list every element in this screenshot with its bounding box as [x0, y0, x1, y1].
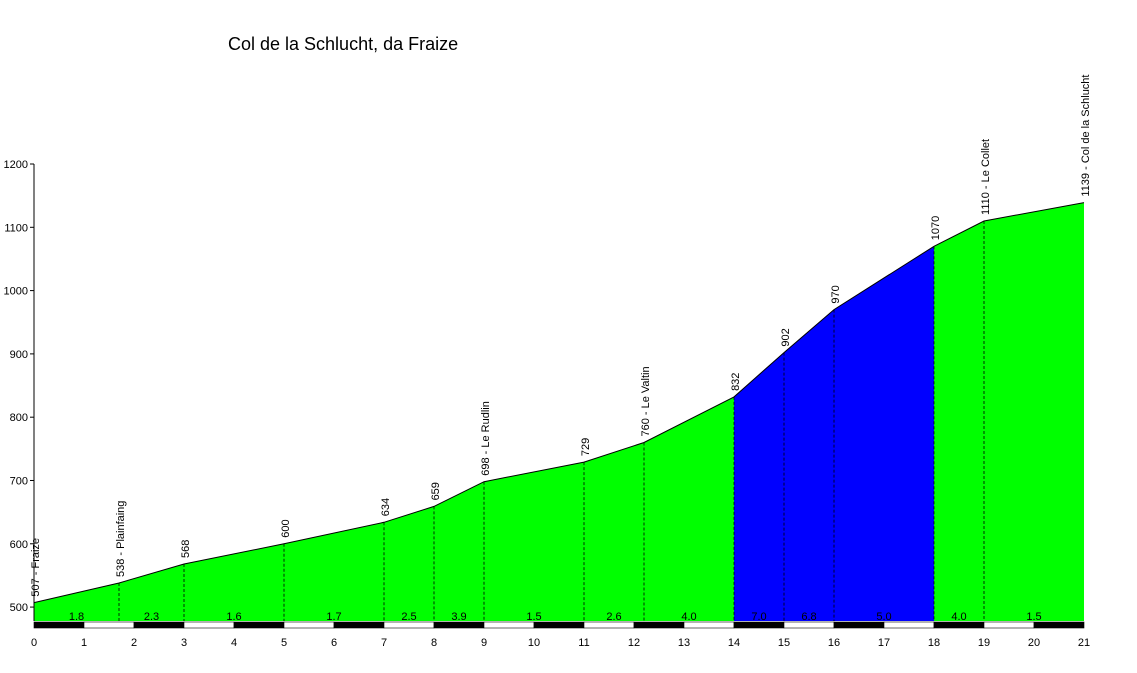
point-label-14: 1139 - Col de la Schlucht — [1080, 75, 1092, 197]
gradient-label-9: 7.0 — [751, 611, 766, 623]
x-tick-label-9: 9 — [481, 637, 487, 649]
gradient-label-8: 4.0 — [681, 611, 696, 623]
km-bar-8 — [433, 621, 485, 629]
point-label-2: 568 — [180, 540, 192, 558]
gradient-label-10: 6.8 — [801, 611, 816, 623]
km-bar-13 — [683, 621, 735, 629]
gradient-label-2: 1.6 — [226, 611, 241, 623]
km-bar-4 — [233, 621, 285, 629]
segment-area-9 — [734, 352, 784, 621]
point-label-0: 507 - Fraize — [30, 538, 42, 597]
x-tick-label-4: 4 — [231, 637, 237, 649]
segment-area-5 — [434, 481, 484, 621]
km-bar-7 — [383, 621, 435, 629]
x-tick-label-20: 20 — [1028, 637, 1040, 649]
x-tick-label-18: 18 — [928, 637, 940, 649]
km-bar-2 — [133, 621, 185, 629]
x-tick-label-11: 11 — [578, 637, 589, 649]
gradient-label-4: 2.5 — [401, 611, 416, 623]
km-bar-6 — [333, 621, 385, 629]
km-bar-10 — [533, 621, 585, 629]
km-bar-3 — [183, 621, 235, 629]
chart-title: Col de la Schlucht, da Fraize — [228, 34, 459, 54]
point-label-10: 902 — [780, 328, 792, 346]
gradient-label-3: 1.7 — [326, 611, 341, 623]
segment-area-2 — [184, 543, 284, 621]
km-bar-5 — [283, 621, 335, 629]
x-tick-label-21: 21 — [1078, 637, 1090, 649]
segment-area-6 — [484, 462, 584, 621]
km-bar-0 — [33, 621, 85, 629]
gradient-label-13: 1.5 — [1026, 611, 1041, 623]
gradient-label-11: 5.0 — [876, 611, 891, 623]
x-tick-label-12: 12 — [628, 637, 640, 649]
segment-area-13 — [984, 202, 1084, 621]
km-bar-12 — [633, 621, 685, 629]
x-tick-label-5: 5 — [281, 637, 287, 649]
km-bar-9 — [483, 621, 535, 629]
point-label-11: 970 — [830, 285, 842, 303]
y-tick-label-700: 700 — [10, 475, 28, 487]
y-tick-label-1000: 1000 — [4, 286, 28, 298]
km-bar-16 — [833, 621, 885, 629]
profile-line — [33, 202, 1085, 604]
y-tick-label-1200: 1200 — [4, 159, 28, 171]
km-bar-18 — [933, 621, 985, 629]
y-tick-label-800: 800 — [10, 412, 28, 424]
point-label-1: 538 - Plainfaing — [115, 501, 127, 577]
km-bar-15 — [783, 621, 835, 629]
km-bar-1 — [83, 621, 135, 629]
x-tick-label-2: 2 — [131, 637, 137, 649]
x-tick-label-19: 19 — [978, 637, 990, 649]
y-tick-label-600: 600 — [10, 539, 28, 551]
segment-area-10 — [784, 309, 834, 621]
km-bar-14 — [733, 621, 785, 629]
gradient-label-7: 2.6 — [606, 611, 621, 623]
gradient-label-1: 2.3 — [144, 611, 159, 623]
x-tick-label-13: 13 — [678, 637, 690, 649]
y-tick-label-900: 900 — [10, 349, 28, 361]
point-label-6: 698 - Le Rudlin — [480, 401, 492, 476]
gradient-label-0: 1.8 — [69, 611, 84, 623]
km-bar-11 — [583, 621, 635, 629]
y-tick-label-1100: 1100 — [4, 222, 28, 234]
x-tick-label-10: 10 — [528, 637, 540, 649]
point-label-5: 659 — [430, 482, 442, 500]
point-label-4: 634 — [380, 498, 392, 516]
x-tick-label-17: 17 — [878, 637, 890, 649]
x-tick-label-15: 15 — [778, 637, 790, 649]
segment-area-7 — [584, 442, 644, 621]
x-tick-label-14: 14 — [728, 637, 740, 649]
x-tick-label-6: 6 — [331, 637, 337, 649]
point-label-13: 1110 - Le Collet — [980, 139, 992, 215]
segment-area-0 — [34, 583, 119, 621]
x-tick-label-0: 0 — [31, 637, 37, 649]
segment-area-3 — [284, 522, 384, 621]
x-tick-label-8: 8 — [431, 637, 437, 649]
gradient-label-5: 3.9 — [451, 611, 466, 623]
segment-area-11 — [834, 246, 934, 622]
point-label-9: 832 — [730, 373, 742, 391]
point-label-3: 600 — [280, 519, 292, 537]
point-label-7: 729 — [580, 438, 592, 456]
y-tick-label-500: 500 — [10, 602, 28, 614]
gradient-label-6: 1.5 — [526, 611, 541, 623]
x-tick-label-3: 3 — [181, 637, 187, 649]
km-bar-20 — [1033, 621, 1085, 629]
km-bar-17 — [883, 621, 935, 629]
x-tick-label-16: 16 — [828, 637, 840, 649]
point-label-12: 1070 — [930, 216, 942, 240]
segment-area-8 — [644, 396, 734, 621]
x-tick-label-1: 1 — [81, 637, 87, 649]
x-tick-label-7: 7 — [381, 637, 387, 649]
segment-area-12 — [934, 221, 984, 621]
segment-area-4 — [384, 506, 434, 621]
gradient-label-12: 4.0 — [951, 611, 966, 623]
km-bar-19 — [983, 621, 1035, 629]
point-label-8: 760 - Le Valtin — [640, 366, 652, 436]
